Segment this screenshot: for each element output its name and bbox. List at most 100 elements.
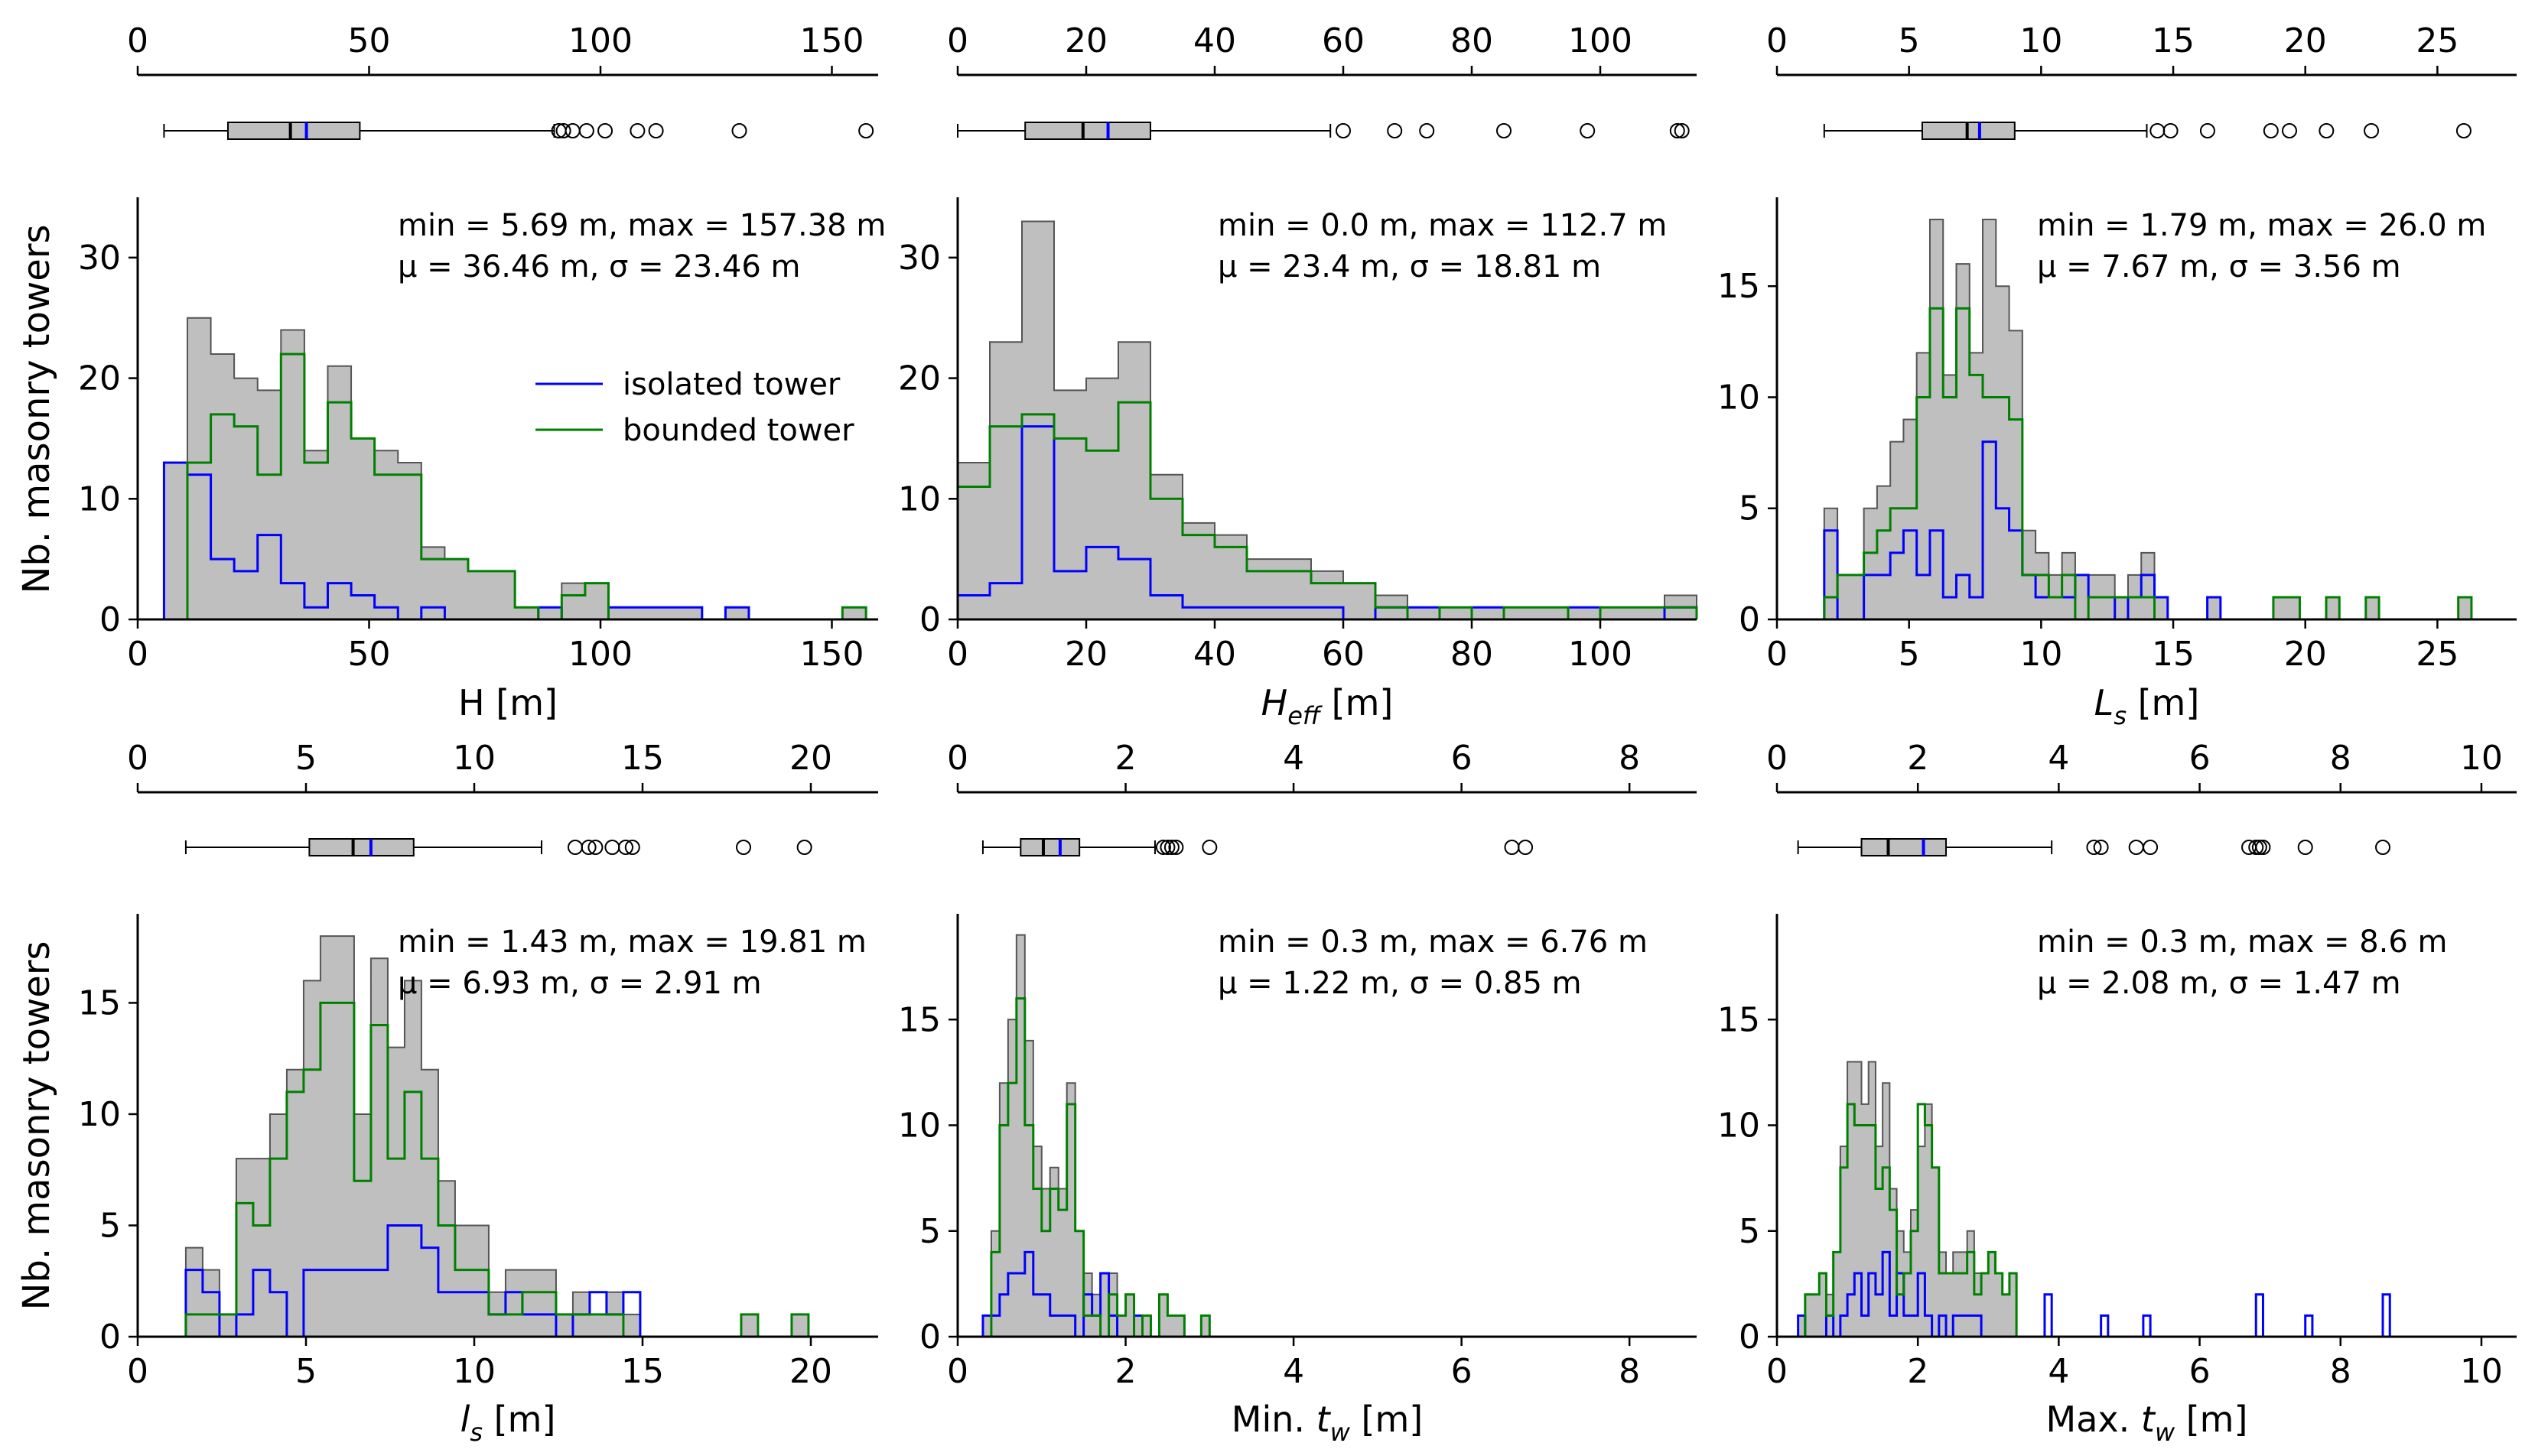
x-axis-label-H: H [m] (458, 682, 558, 723)
box-outlier-tw_min-0 (1155, 840, 1171, 855)
x-axis-label-tw_max: Max. tw [m] (2046, 1399, 2248, 1447)
stats-line2-tw_min: μ = 1.22 m, σ = 0.85 m (1218, 966, 1582, 1001)
stats-line1-tw_min: min = 0.3 m, max = 6.76 m (1218, 925, 1648, 960)
x-tick-label-Ls-3: 15 (2152, 635, 2195, 674)
box-outlier-Heff-1 (1387, 123, 1403, 138)
box-outlier-tw_max-6 (2251, 840, 2267, 855)
box-outlier-tw_min-4 (1202, 840, 1218, 855)
y-tick-label-tw_min-3: 15 (898, 1000, 941, 1039)
box-outlier-ls-1 (581, 840, 597, 855)
x-tick-label-Heff-5: 100 (1568, 635, 1632, 674)
x-axis-label-unit-tw_min: [m] (1350, 1399, 1423, 1440)
top-tick-label-ls-1: 5 (295, 739, 317, 778)
box-outlier-ls-6 (736, 840, 751, 855)
top-tick-label-Ls-2: 10 (2019, 21, 2062, 60)
box-outlier-tw_min-5 (1504, 840, 1520, 855)
y-tick-label-Ls-0: 0 (1739, 600, 1760, 639)
x-tick-label-H-0: 0 (127, 635, 148, 674)
histogram-bounded-Heff (956, 401, 1698, 621)
stats-line2-tw_max: μ = 2.08 m, σ = 1.47 m (2037, 966, 2401, 1001)
box-outlier-H-8 (858, 123, 874, 138)
isolated-bar-tw_max-1 (2100, 1314, 2110, 1337)
isolated-bar-tw_max-4 (2304, 1314, 2314, 1337)
isolated-bar-tw_max-2 (2142, 1314, 2152, 1337)
top-tick-label-H-1: 50 (348, 21, 391, 60)
y-tick-label-H-2: 20 (78, 359, 121, 398)
histogram-isolated-Heff (956, 425, 1698, 621)
box-outlier-Ls-4 (2281, 123, 2297, 138)
x-tick-label-H-3: 150 (800, 635, 864, 674)
isolated-bar-tw_max-5 (2381, 1293, 2391, 1337)
top-tick-label-ls-0: 0 (127, 739, 148, 778)
x-axis-label-unit-tw_max: [m] (2175, 1399, 2247, 1440)
top-tick-label-Heff-0: 0 (947, 21, 968, 60)
x-tick-label-Heff-1: 20 (1065, 635, 1108, 674)
x-tick-label-Ls-5: 25 (2416, 635, 2459, 674)
panel-tw_max: 0 2 4 6 8 10 0 5 10 15 Max. tw [m] min = 0.3 m, max… (1717, 739, 2517, 1447)
x-tick-label-tw_max-0: 0 (1766, 1352, 1788, 1391)
y-tick-label-tw_min-0: 0 (919, 1318, 941, 1357)
x-tick-label-tw_min-2: 4 (1283, 1352, 1304, 1391)
box-outlier-Ls-7 (2455, 123, 2472, 138)
box-outlier-Heff-3 (1496, 123, 1512, 138)
histogram-all-tw_max (1797, 1061, 2018, 1337)
x-axis-label-symbol-Heff: H (1261, 682, 1288, 723)
top-tick-label-H-0: 0 (127, 21, 148, 60)
x-axis-label-unit-ls: [m] (483, 1399, 555, 1440)
y-tick-label-tw_max-2: 10 (1717, 1107, 1760, 1146)
box-outlier-ls-0 (568, 840, 583, 855)
x-axis-label-Heff: Heff [m] (1261, 682, 1394, 730)
box-outlier-tw_max-7 (2255, 840, 2271, 855)
y-axis-label-row1: Nb. masonry towers (15, 225, 58, 594)
y-tick-label-H-1: 10 (78, 479, 121, 518)
x-axis-label-prefix-tw_min: Min. (1232, 1399, 1316, 1440)
box-outlier-Ls-3 (2263, 123, 2279, 138)
box-outlier-Heff-5 (1669, 123, 1685, 138)
stats-line2-ls: μ = 6.93 m, σ = 2.91 m (398, 966, 762, 1001)
box-outlier-H-7 (731, 123, 747, 138)
box-outlier-tw_max-9 (2375, 840, 2391, 855)
box-outlier-H-6 (648, 123, 664, 138)
box-outlier-tw_min-6 (1518, 840, 1534, 855)
x-axis-label-prefix-tw_max: Max. (2046, 1399, 2141, 1440)
y-tick-label-ls-0: 0 (99, 1318, 121, 1357)
y-tick-label-H-0: 0 (99, 600, 121, 639)
top-tick-label-tw_max-2: 4 (2048, 739, 2069, 778)
box-outlier-tw_max-8 (2297, 840, 2313, 855)
box-outlier-tw_max-5 (2248, 840, 2264, 855)
y-tick-label-tw_max-1: 5 (1739, 1212, 1760, 1251)
x-axis-label-ls: ls [m] (460, 1399, 556, 1447)
top-tick-label-Ls-5: 25 (2416, 21, 2459, 60)
x-tick-label-Heff-2: 40 (1193, 635, 1236, 674)
box-outlier-Heff-4 (1580, 123, 1596, 138)
stats-line2-H: μ = 36.46 m, σ = 23.46 m (398, 249, 801, 284)
stats-line1-H: min = 5.69 m, max = 157.38 m (398, 208, 886, 243)
x-tick-label-tw_min-4: 8 (1619, 1352, 1640, 1391)
top-tick-label-Ls-3: 15 (2152, 21, 2195, 60)
top-tick-label-tw_max-4: 8 (2330, 739, 2351, 778)
y-tick-label-tw_min-2: 10 (898, 1107, 941, 1146)
top-tick-label-H-3: 150 (800, 21, 864, 60)
x-tick-label-ls-0: 0 (127, 1352, 148, 1391)
y-tick-label-tw_max-3: 15 (1717, 1000, 1760, 1039)
x-tick-label-ls-2: 10 (453, 1352, 496, 1391)
x-axis-label-sub-tw_max: w (2155, 1418, 2175, 1447)
box-outlier-Heff-0 (1336, 123, 1351, 138)
box-outlier-Ls-6 (2364, 123, 2380, 138)
x-axis-label-sub-tw_min: w (1330, 1418, 1351, 1447)
top-tick-label-tw_min-2: 4 (1283, 739, 1304, 778)
x-tick-label-tw_max-2: 4 (2048, 1352, 2069, 1391)
x-tick-label-Heff-0: 0 (947, 635, 968, 674)
box-outlier-tw_min-1 (1160, 840, 1176, 855)
box-outlier-ls-5 (624, 840, 640, 855)
top-tick-label-ls-2: 10 (453, 739, 496, 778)
y-tick-label-Heff-0: 0 (919, 600, 941, 639)
box-outlier-H-1 (555, 123, 571, 138)
panel-Ls: 0 5 10 15 20 25 0 5 10 15 Ls [m] min = 1.79 m, max … (1717, 21, 2517, 730)
x-axis-label-symbol-Ls: L (2094, 682, 2114, 723)
y-axis-label-row2: Nb. masonry towers (15, 941, 58, 1311)
y-tick-label-ls-2: 10 (78, 1095, 121, 1134)
top-tick-label-tw_max-3: 6 (2189, 739, 2211, 778)
top-tick-label-Heff-1: 20 (1065, 21, 1108, 60)
